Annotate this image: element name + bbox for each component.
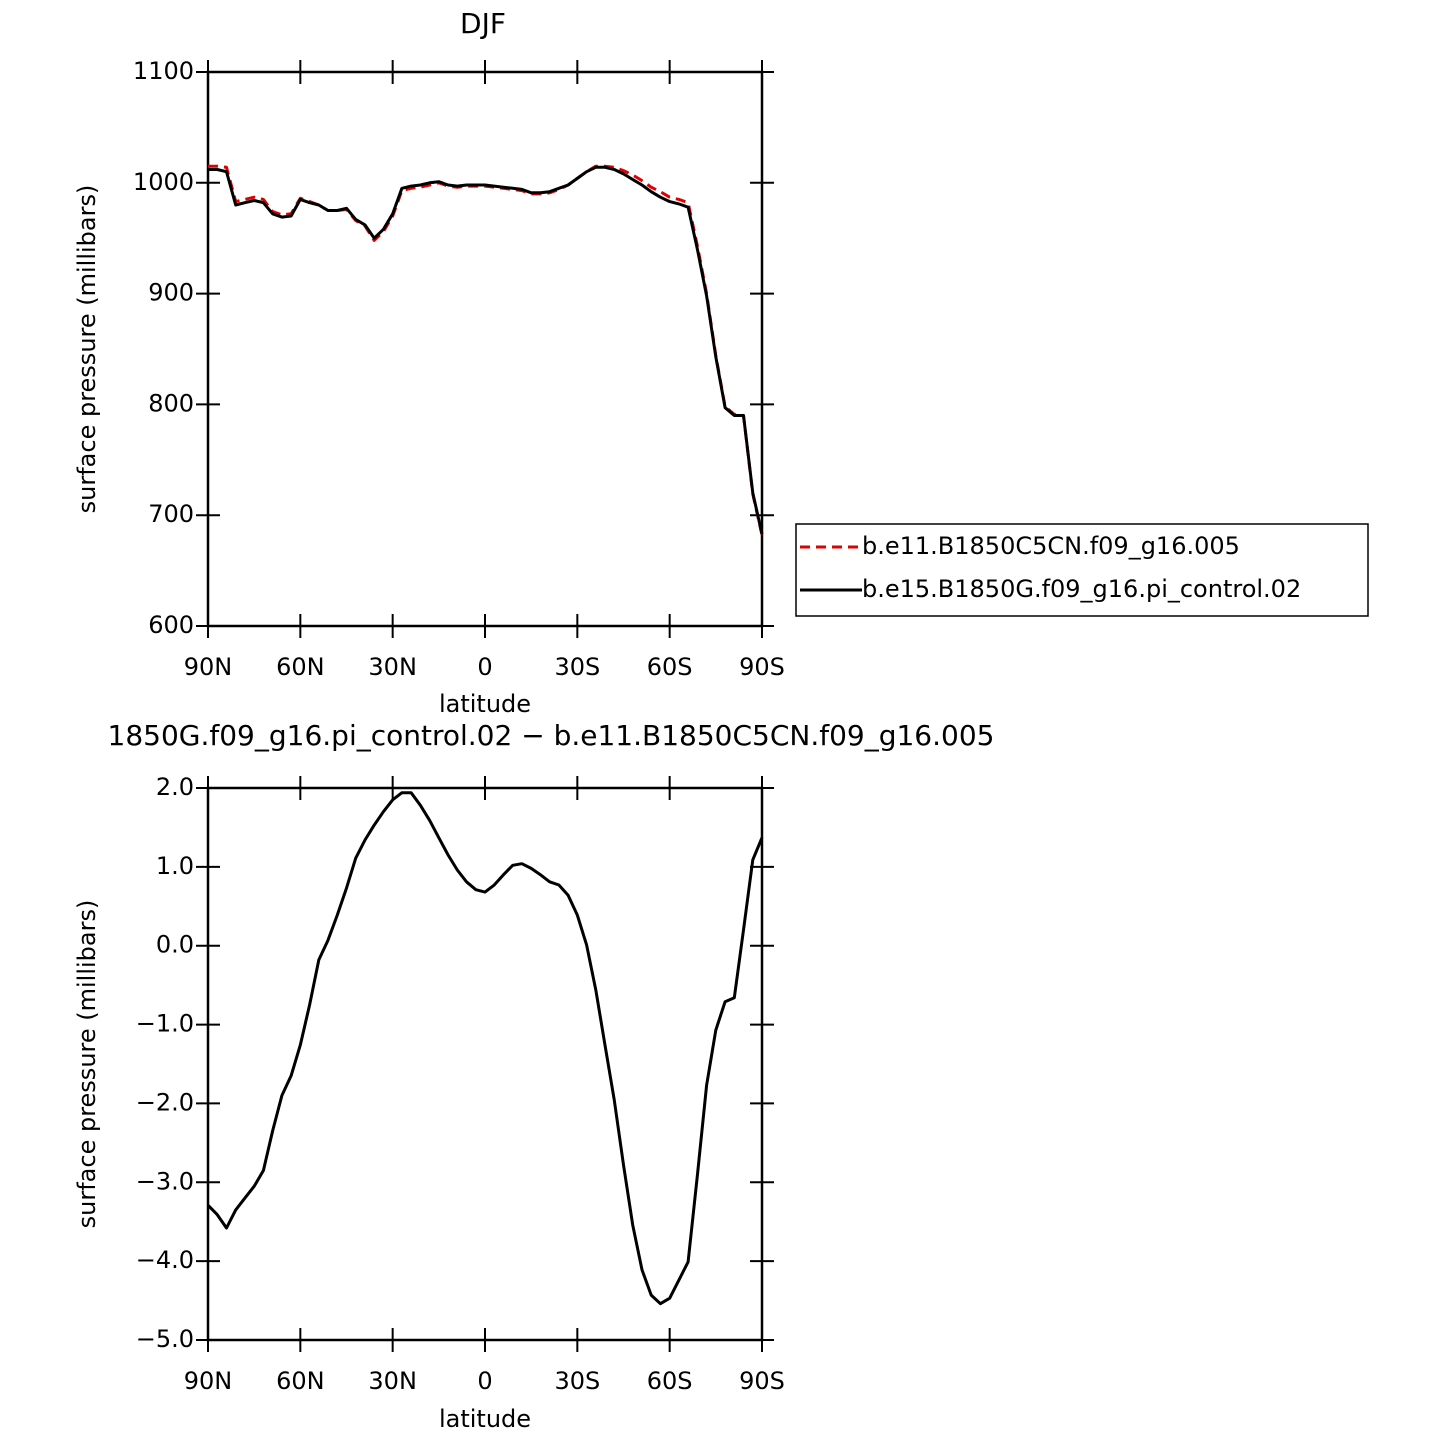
legend-label: b.e15.B1850G.f09_g16.pi_control.02 (862, 575, 1301, 603)
y-tick-label: 1.0 (156, 852, 194, 880)
chart-title: DJF (460, 7, 506, 40)
y-tick-label: −3.0 (136, 1167, 194, 1195)
y-tick-label: 800 (148, 389, 194, 417)
y-tick-label: 700 (148, 500, 194, 528)
y-tick-label: −2.0 (136, 1088, 194, 1116)
x-axis-label: latitude (439, 1405, 531, 1433)
y-tick-label: 1000 (133, 168, 194, 196)
x-axis-label: latitude (439, 690, 531, 718)
y-tick-label: 600 (148, 611, 194, 639)
plot-frame (206, 70, 764, 628)
y-tick-label: −4.0 (136, 1246, 194, 1274)
plot-frame (206, 786, 764, 1342)
y-tick-label: 0.0 (156, 931, 194, 959)
x-tick-label: 90S (739, 653, 785, 681)
y-tick-label: 1100 (133, 57, 194, 85)
x-tick-label: 0 (477, 1367, 492, 1395)
y-tick-label: 2.0 (156, 773, 194, 801)
x-tick-label: 0 (477, 653, 492, 681)
x-tick-label: 30N (368, 1367, 417, 1395)
y-tick-label: −1.0 (136, 1010, 194, 1038)
legend-label: b.e11.B1850C5CN.f09_g16.005 (862, 532, 1240, 560)
x-tick-label: 60S (647, 653, 693, 681)
data-line (206, 791, 764, 1306)
x-tick-label: 90N (184, 653, 233, 681)
x-tick-label: 30N (368, 653, 417, 681)
y-axis-label: surface pressure (millibars) (73, 900, 101, 1229)
data-line (208, 165, 764, 535)
x-tick-label: 90S (739, 1367, 785, 1395)
data-line (208, 164, 764, 536)
legend-box (795, 523, 1369, 617)
x-tick-label: 60N (276, 653, 325, 681)
chart-title: 1850G.f09_g16.pi_control.02 − b.e11.B185… (108, 719, 995, 752)
x-tick-label: 90N (184, 1367, 233, 1395)
x-tick-label: 30S (554, 653, 600, 681)
y-tick-label: 900 (148, 279, 194, 307)
x-tick-label: 60N (276, 1367, 325, 1395)
y-axis-label: surface pressure (millibars) (73, 185, 101, 514)
x-tick-label: 60S (647, 1367, 693, 1395)
y-tick-label: −5.0 (136, 1325, 194, 1353)
x-tick-label: 30S (554, 1367, 600, 1395)
